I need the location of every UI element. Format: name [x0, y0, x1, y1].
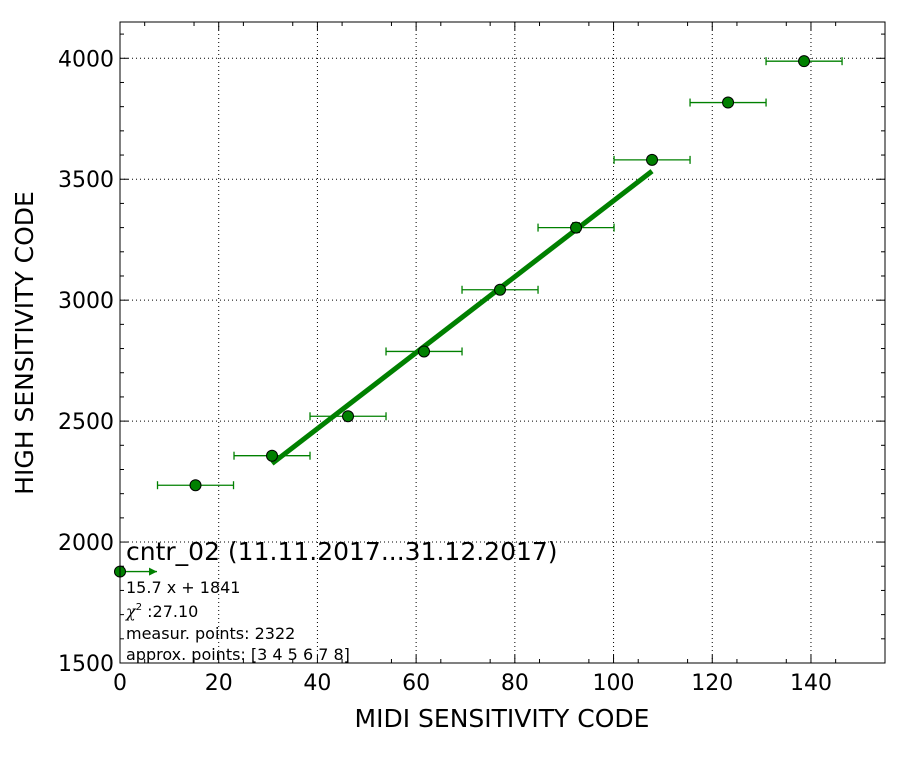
y-tick-label: 4000: [58, 47, 114, 72]
y-tick-label: 3500: [58, 168, 114, 193]
annotation-measur-points: measur. points: 2322: [126, 624, 295, 643]
y-tick-label: 2000: [58, 531, 114, 556]
x-tick-label: 0: [113, 671, 127, 696]
x-error-arrow: [149, 567, 158, 576]
x-tick-label: 20: [205, 671, 233, 696]
annotation-chi2: χ2 :27.10: [125, 602, 198, 621]
annotation-block: cntr_02 (11.11.2017...31.12.2017) 15.7 x…: [125, 537, 558, 664]
data-point: [646, 153, 659, 166]
x-tick-label: 120: [691, 671, 733, 696]
fit-line: [270, 169, 654, 466]
data-point: [722, 96, 735, 109]
x-tick-label: 140: [790, 671, 832, 696]
annotation-approx-points: approx. points: [3 4 5 6 7 8]: [126, 645, 350, 664]
data-point: [189, 479, 202, 492]
data-point: [342, 410, 355, 423]
data-point: [266, 449, 279, 462]
x-tick-label: 80: [501, 671, 529, 696]
x-tick-label: 60: [402, 671, 430, 696]
chi-symbol: χ: [125, 602, 137, 621]
y-tick-label: 1500: [58, 652, 114, 677]
annotation-equation: 15.7 x + 1841: [126, 578, 240, 597]
chi2-value: :27.10: [142, 602, 198, 621]
x-tick-label: 100: [593, 671, 635, 696]
x-axis-label: MIDI SENSITIVITY CODE: [355, 704, 650, 733]
axis-ticks: [119, 22, 885, 664]
y-tick-label: 3000: [58, 289, 114, 314]
x-tick-label: 40: [303, 671, 331, 696]
plot-frame: [119, 21, 886, 664]
data-point: [798, 55, 811, 68]
data-point: [570, 221, 583, 234]
y-tick-label: 2500: [58, 410, 114, 435]
annotation-title: cntr_02 (11.11.2017...31.12.2017): [126, 537, 558, 566]
tick-labels: 0 20 40 60 80 100 120 140 1500 2000 2500 3000 3500 40…: [58, 47, 832, 696]
y-axis-label: HIGH SENSITIVITY CODE: [10, 191, 39, 495]
data-point: [494, 283, 507, 296]
fit-line-group: [270, 169, 654, 466]
data-points: [114, 55, 843, 578]
data-point: [418, 345, 431, 358]
chi-superscript: 2: [136, 602, 142, 613]
